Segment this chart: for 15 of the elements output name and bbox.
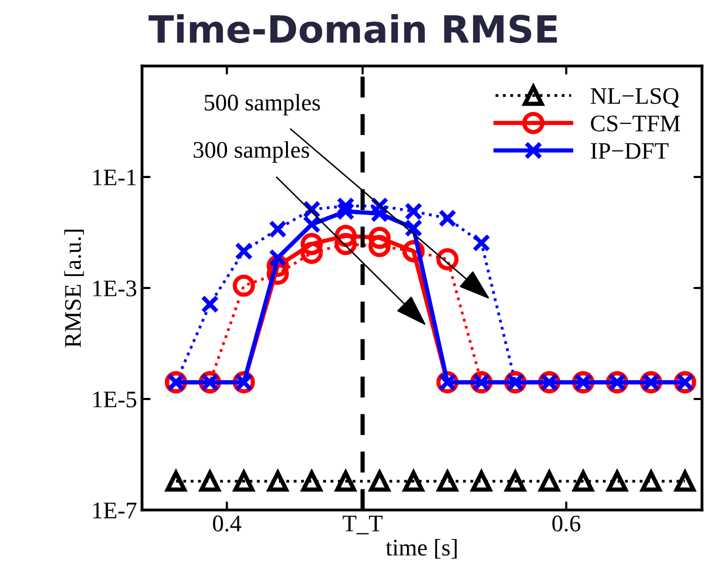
annotation: 500 samples: [204, 94, 320, 116]
y-tick-label: 1E-7: [93, 502, 136, 518]
x-axis-title: time [s]: [386, 539, 457, 559]
y-axis-title: RMSE [a.u.]: [64, 230, 84, 348]
annotation: 300 samples: [194, 141, 310, 163]
legend-label: CS−TFM: [590, 116, 680, 132]
legend-label: IP−DFT: [590, 143, 669, 159]
x-tick-label: 0.4: [213, 516, 242, 532]
x-tick-label: T_T: [342, 516, 383, 534]
legend-label: NL−LSQ: [590, 88, 679, 108]
y-tick-label: 1E-5: [93, 392, 136, 408]
x-tick-label: 0.6: [552, 516, 580, 532]
y-tick-label: 1E-1: [93, 170, 136, 186]
chart-title: Time-Domain RMSE: [148, 14, 557, 44]
y-tick-label: 1E-3: [93, 280, 136, 296]
